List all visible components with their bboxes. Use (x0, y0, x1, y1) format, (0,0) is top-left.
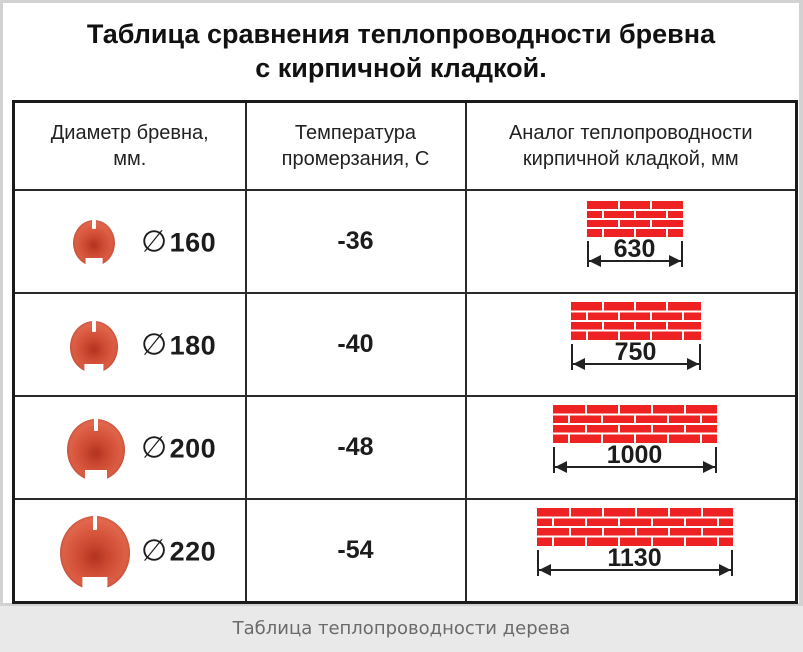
diameter-symbol: ∅ (141, 328, 168, 361)
figure-area: Таблица сравнения теплопроводности бревн… (3, 3, 799, 604)
temperature-cell: -54 (244, 498, 467, 604)
brick-wall: 1130 (536, 508, 733, 576)
log-cross-section-icon (67, 417, 125, 482)
diameter-value: 160 (169, 227, 217, 257)
table-title: Таблица сравнения теплопроводности бревн… (3, 17, 799, 85)
title-line-1: Таблица сравнения теплопроводности бревн… (86, 19, 716, 49)
log-cross-section-icon (73, 218, 115, 267)
brick-pattern-icon (536, 508, 733, 546)
brick-cell: 750 (464, 292, 798, 397)
header-temperature-line1: Температура (294, 122, 417, 144)
brick-thickness-value: 750 (614, 338, 657, 366)
dimension-line: 1130 (536, 544, 733, 576)
header-temperature: Температура промерзания, С (244, 100, 467, 191)
header-diameter: Диаметр бревна, мм. (12, 100, 247, 191)
diameter-cell: ∅220 (12, 498, 247, 604)
table-row: ∅200 -48 (12, 395, 798, 500)
brick-wall: 750 (570, 302, 701, 370)
diameter-label: ∅200 (141, 430, 216, 465)
log-cross-section-icon (60, 514, 130, 591)
log-cross-section-icon (70, 319, 118, 374)
brick-wall: 630 (586, 201, 683, 267)
diameter-label: ∅160 (141, 224, 216, 259)
header-temperature-line2: промерзания, С (281, 148, 430, 170)
image-frame: Таблица сравнения теплопроводности бревн… (0, 0, 803, 606)
dimension-line: 1000 (552, 441, 717, 473)
brick-pattern-icon (570, 302, 701, 340)
image-caption: Таблица теплопроводности дерева (232, 618, 571, 639)
title-line-2: с кирпичной кладкой. (255, 53, 547, 83)
brick-wall: 1000 (552, 405, 717, 473)
table-row: ∅160 -36 (12, 189, 798, 294)
header-diameter-line1: Диаметр бревна, (50, 122, 209, 144)
temperature-cell: -40 (244, 292, 467, 397)
header-brick-line1: Аналог теплопроводности (508, 122, 753, 144)
header-brick: Аналог теплопроводности кирпичной кладко… (464, 100, 798, 191)
diameter-value: 180 (169, 330, 217, 360)
diameter-cell: ∅160 (12, 189, 247, 294)
header-diameter-line2: мм. (113, 148, 147, 170)
brick-pattern-icon (552, 405, 717, 443)
diameter-cell: ∅200 (12, 395, 247, 500)
diameter-label: ∅220 (141, 533, 216, 568)
diameter-value: 220 (169, 536, 217, 566)
header-row: Диаметр бревна, мм. Температура промерза… (12, 100, 798, 191)
table-row: ∅180 -40 (12, 292, 798, 397)
temperature-cell: -36 (244, 189, 467, 294)
table-row: ∅220 -54 (12, 498, 798, 604)
diameter-symbol: ∅ (141, 534, 168, 567)
dimension-line: 630 (586, 235, 683, 267)
brick-thickness-value: 1000 (606, 441, 663, 469)
brick-thickness-value: 1130 (607, 544, 662, 572)
brick-pattern-icon (586, 201, 683, 237)
diameter-value: 200 (169, 433, 217, 463)
diameter-symbol: ∅ (141, 225, 168, 258)
brick-cell: 1130 (464, 498, 798, 604)
brick-cell: 630 (464, 189, 798, 294)
comparison-table: Диаметр бревна, мм. Температура промерза… (12, 100, 798, 604)
brick-thickness-value: 630 (613, 235, 656, 263)
header-brick-line2: кирпичной кладкой, мм (522, 148, 739, 170)
diameter-label: ∅180 (141, 327, 216, 362)
brick-cell: 1000 (464, 395, 798, 500)
dimension-line: 750 (570, 338, 701, 370)
temperature-cell: -48 (244, 395, 467, 500)
diameter-symbol: ∅ (141, 431, 168, 464)
diameter-cell: ∅180 (12, 292, 247, 397)
